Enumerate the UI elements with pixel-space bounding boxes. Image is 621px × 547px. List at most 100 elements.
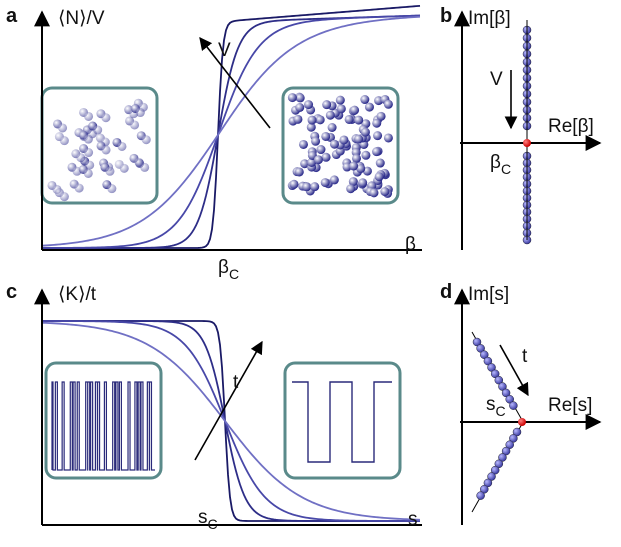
particle [310, 182, 320, 192]
particle [372, 118, 382, 128]
particle [295, 93, 305, 103]
particle [348, 177, 358, 187]
zero [494, 459, 504, 469]
particle [141, 135, 151, 145]
x-axis-label: Re[β] [548, 116, 594, 137]
zero [509, 401, 518, 410]
zero [480, 350, 489, 359]
particle [349, 161, 359, 171]
particle [352, 153, 362, 163]
particle [375, 158, 385, 168]
particle [380, 187, 390, 197]
particle [336, 104, 346, 114]
particle [346, 184, 356, 194]
critical-label: βC [218, 257, 239, 282]
particle [307, 157, 317, 167]
arrow-label: V [218, 40, 231, 61]
particle [119, 163, 129, 173]
arrow-label: t [522, 346, 528, 367]
particle [93, 125, 103, 135]
zeros [471, 20, 532, 513]
zero [472, 337, 482, 347]
particle [83, 134, 93, 144]
insets [40, 86, 402, 480]
critical-sub: C [501, 161, 511, 177]
particle [101, 113, 111, 123]
particle [83, 168, 93, 178]
particle [383, 133, 393, 143]
trajectory [292, 381, 392, 463]
curve [41, 321, 421, 521]
particle [59, 136, 69, 146]
inset-frame [283, 361, 402, 480]
critical-point [518, 418, 526, 426]
x-axis-label: s [408, 509, 418, 530]
particle [376, 111, 386, 121]
particle [302, 182, 312, 192]
zero [490, 465, 500, 475]
critical-sub: C [496, 403, 506, 419]
particle [306, 122, 316, 132]
particle [354, 115, 364, 125]
zero [494, 375, 504, 385]
y-axis-label: ⟨K⟩/t [58, 284, 97, 305]
critical-main: s [486, 394, 496, 415]
zero [498, 382, 507, 391]
panel-label: a [6, 5, 18, 27]
particle [383, 99, 393, 109]
y-axis-label: Im[s] [468, 284, 509, 305]
zero [505, 440, 514, 449]
particle [372, 147, 382, 157]
particle [315, 115, 325, 125]
critical-label: sC [486, 394, 506, 419]
zero [487, 472, 496, 481]
particle [84, 111, 94, 121]
particle [298, 139, 308, 149]
particle [335, 95, 345, 105]
critical-main: β [490, 152, 501, 173]
zero [476, 491, 485, 500]
particle [342, 162, 352, 172]
axes [34, 10, 602, 526]
curve [41, 14, 421, 249]
critical-sub: C [229, 266, 239, 282]
particle [135, 108, 145, 118]
particle [322, 100, 332, 110]
particle [74, 183, 84, 193]
particle [354, 134, 364, 144]
critical-sub: C [208, 516, 218, 532]
curve [41, 320, 421, 522]
particle [358, 178, 368, 188]
particle [344, 114, 354, 124]
particle [294, 167, 304, 177]
trajectory [51, 381, 155, 471]
critical-label: sC [198, 507, 218, 532]
particle [117, 141, 127, 151]
critical-label: βC [490, 152, 511, 177]
particle [107, 184, 117, 194]
critical-main: β [218, 257, 229, 278]
panel-label: d [440, 281, 452, 303]
particle [369, 188, 379, 198]
zero [483, 356, 493, 366]
particle [329, 139, 339, 149]
labels: a ⟨N⟩/V β V βC b Im[β] Re[β] V βC c ⟨K⟩/… [6, 5, 594, 532]
particle [307, 115, 317, 125]
zero [509, 434, 518, 443]
particle [373, 131, 383, 141]
zero [501, 446, 511, 456]
zero [498, 453, 507, 462]
particle [320, 178, 330, 188]
particle [329, 175, 339, 185]
y-axis-label: ⟨N⟩/V [58, 8, 105, 29]
particle [360, 95, 370, 105]
particle [58, 123, 68, 133]
particle [350, 105, 360, 115]
curve [41, 15, 421, 247]
particle [300, 159, 310, 169]
particle [339, 135, 349, 145]
particle [374, 172, 384, 182]
particle [101, 145, 111, 155]
inset-frame [44, 361, 163, 480]
zero [487, 363, 496, 372]
